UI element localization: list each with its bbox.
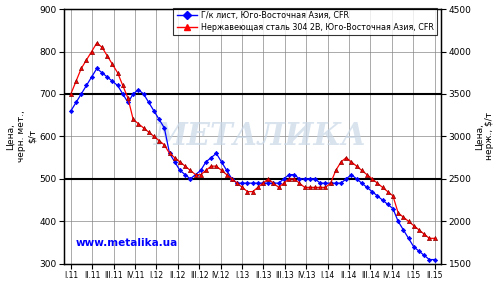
Text: www.metalika.ua: www.metalika.ua [76, 238, 178, 248]
Text: МЕТАЛИКА: МЕТАЛИКА [154, 121, 367, 152]
Legend: Г/к лист, Юго-Восточная Азия, CFR, Нержавеющая сталь 304 2В, Юго-Восточная Азия,: Г/к лист, Юго-Восточная Азия, CFR, Нержа… [174, 8, 437, 35]
Y-axis label: Цена,
черн. мет.,
$/т: Цена, черн. мет., $/т [6, 110, 37, 162]
Y-axis label: Цена,
нерж., $/т: Цена, нерж., $/т [474, 112, 494, 160]
